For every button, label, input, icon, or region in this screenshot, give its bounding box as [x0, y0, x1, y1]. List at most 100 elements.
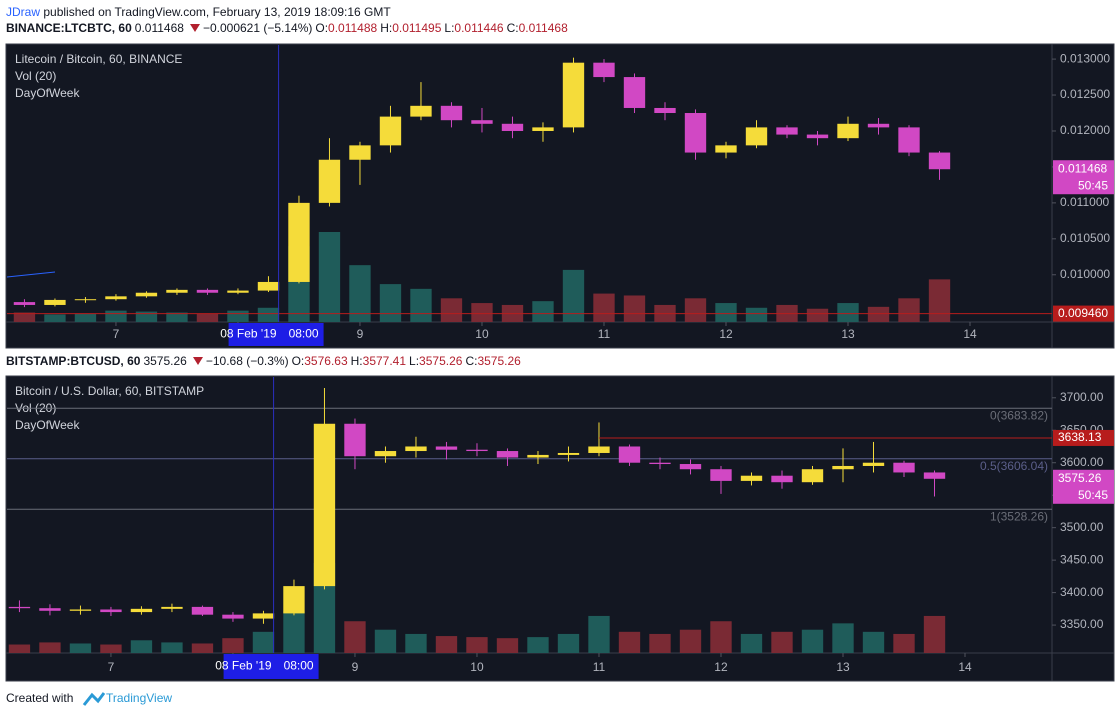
ohlc-value: 0.011468	[518, 21, 568, 35]
volume-bar	[222, 638, 244, 653]
x-tick-label: 13	[841, 327, 855, 341]
ohlc-key: O:	[315, 21, 329, 35]
volume-bar	[344, 621, 366, 653]
y-tick-label: 0.012000	[1060, 123, 1110, 137]
last-price-box	[1053, 160, 1114, 195]
x-tick-label: 12	[719, 327, 733, 341]
candle-body	[771, 475, 793, 483]
volume-bar	[318, 232, 341, 322]
volume-bar	[44, 314, 66, 322]
countdown: 50:45	[1078, 178, 1108, 192]
candle-body	[862, 462, 885, 466]
volume-bar	[923, 615, 946, 653]
author[interactable]: JDraw	[6, 5, 41, 19]
logo	[82, 692, 106, 706]
volume-bar	[39, 642, 61, 653]
volume-bar	[496, 638, 519, 653]
volume-bar	[527, 637, 549, 653]
candle-body	[532, 127, 554, 131]
candle-body	[588, 446, 610, 453]
last-price: 3575.26	[143, 354, 187, 368]
candle-body	[410, 105, 432, 117]
footer-text: Created with	[6, 691, 73, 705]
ohlc-value: 3576.63	[304, 354, 348, 368]
last-price-box	[1053, 469, 1114, 504]
candle-body	[130, 608, 153, 613]
candle-body	[379, 116, 402, 146]
candle-body	[283, 586, 305, 614]
chart-title: Litecoin / Bitcoin, 60, BINANCE	[15, 52, 182, 66]
last-price-label: 0.011468	[1058, 161, 1107, 175]
candle-body	[837, 123, 859, 139]
volume-bar	[593, 293, 615, 322]
candle-body	[867, 123, 890, 128]
footer-brand[interactable]: TradingView	[106, 691, 172, 705]
volume-bar	[410, 288, 432, 322]
candle-body	[161, 606, 183, 609]
candle-body	[318, 159, 341, 203]
candle-body	[405, 446, 427, 452]
candle-body	[471, 120, 493, 124]
volume-bar	[837, 303, 859, 322]
x-tick-label: 10	[470, 660, 484, 674]
ohlc-key: H:	[350, 354, 363, 368]
candle-body	[527, 454, 549, 458]
symbol: BINANCE:LTCBTC, 60	[6, 21, 132, 35]
candle-body	[832, 465, 854, 470]
crosshair-date: 08 Feb '19	[220, 327, 277, 341]
price-line-label: 3638.13	[1058, 430, 1102, 444]
candle-body	[684, 113, 707, 153]
candle-body	[227, 290, 249, 293]
volume-bar	[379, 284, 402, 322]
volume-bar	[898, 298, 920, 322]
candle-body	[562, 62, 585, 128]
crosshair-box	[223, 654, 319, 679]
y-tick-label: 3600.00	[1060, 455, 1104, 469]
volume-bar	[715, 303, 737, 322]
candle-body	[135, 292, 158, 297]
volume-bar	[130, 640, 153, 653]
fib-label: 0(3683.82)	[990, 408, 1048, 422]
last-price-label: 3575.26	[1058, 471, 1102, 485]
ohlc-value: 3575.26	[419, 354, 463, 368]
x-tick-label: 9	[357, 327, 364, 341]
candle-body	[618, 446, 641, 463]
volume-bar	[135, 311, 158, 322]
last-price: 0.011468	[134, 21, 184, 35]
volume-bar	[100, 644, 122, 653]
y-tick-label: 3400.00	[1060, 585, 1104, 599]
y-tick-label: 0.010500	[1060, 231, 1110, 245]
candle-body	[313, 423, 336, 587]
candle-body	[623, 77, 646, 108]
publish-info: published on TradingView.com, February 1…	[43, 5, 391, 19]
price-line-label: 0.009460	[1058, 306, 1108, 320]
volume-bar	[283, 610, 305, 653]
volume-bar	[471, 303, 493, 322]
candle-body	[39, 608, 61, 611]
x-tick-label: 9	[352, 660, 359, 674]
candle-body	[13, 302, 36, 305]
volume-bar	[405, 633, 427, 653]
indicator: Vol (20)	[15, 69, 56, 83]
candle-body	[435, 446, 458, 450]
chart-title: Bitcoin / U.S. Dollar, 60, BITSTAMP	[15, 384, 204, 398]
volume-bar	[557, 633, 580, 653]
volume-bar	[806, 308, 829, 322]
candle-body	[440, 105, 463, 121]
ohlc-key: C:	[506, 21, 519, 35]
ohlc-value: 0.011495	[392, 21, 442, 35]
x-tick-label: 11	[598, 327, 611, 341]
indicator: DayOfWeek	[15, 86, 80, 100]
indicator: DayOfWeek	[15, 418, 80, 432]
candle-body	[710, 469, 732, 481]
candle-body	[923, 472, 946, 479]
volume-bar	[257, 307, 280, 322]
ohlc-value: 3575.26	[477, 354, 521, 368]
volume-bar	[623, 295, 646, 322]
y-tick-label: 3350.00	[1060, 617, 1104, 631]
volume-bar	[562, 269, 585, 322]
price-line-box	[1053, 305, 1114, 322]
x-tick-label: 7	[108, 660, 115, 674]
volume-bar	[166, 312, 188, 322]
